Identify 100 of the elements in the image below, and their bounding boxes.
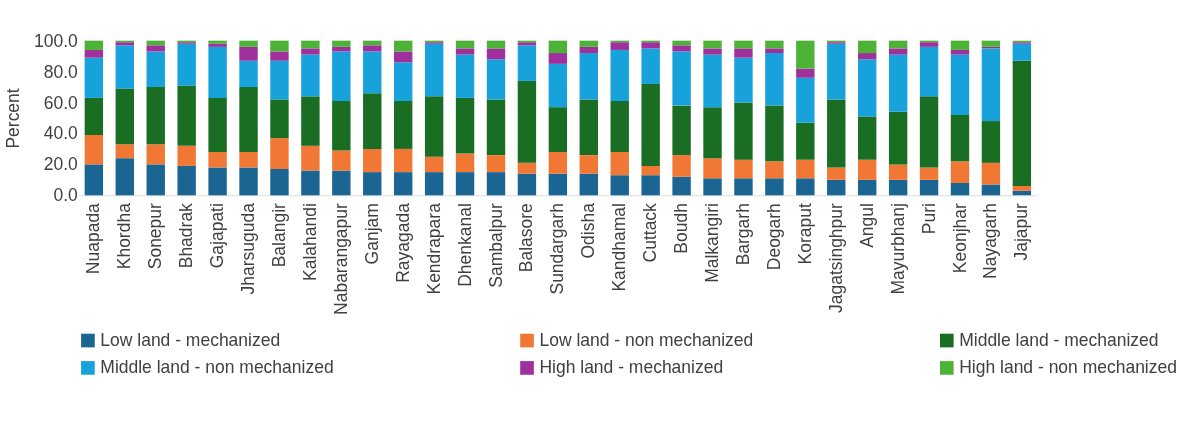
bar bbox=[919, 179, 939, 196]
bar bbox=[84, 97, 104, 135]
x-tick-label: Balasore bbox=[516, 203, 537, 273]
bar bbox=[827, 167, 846, 180]
y-tick-label: 60.0 bbox=[43, 92, 79, 113]
bar bbox=[827, 179, 846, 196]
bar bbox=[703, 40, 722, 49]
bar bbox=[950, 40, 970, 50]
bar bbox=[146, 87, 165, 145]
bar bbox=[857, 116, 877, 160]
x-tick-label: Sambalpur bbox=[485, 202, 506, 288]
bar bbox=[548, 107, 568, 153]
bar bbox=[981, 48, 1001, 122]
bar bbox=[919, 167, 939, 180]
bar bbox=[455, 54, 475, 98]
bar bbox=[363, 51, 382, 94]
bar bbox=[455, 172, 475, 196]
bar bbox=[486, 155, 506, 173]
x-tick-label: Bargarh bbox=[732, 203, 753, 266]
bar bbox=[641, 175, 660, 196]
bar bbox=[672, 51, 691, 106]
bar bbox=[765, 105, 784, 162]
bar bbox=[734, 178, 753, 196]
bar bbox=[332, 100, 351, 151]
bar bbox=[672, 105, 691, 156]
bar bbox=[208, 46, 227, 98]
y-tick-label: 20.0 bbox=[43, 154, 79, 175]
bar bbox=[146, 45, 165, 52]
bar bbox=[919, 96, 939, 168]
bar bbox=[208, 167, 227, 196]
bar bbox=[579, 99, 598, 156]
bar bbox=[857, 40, 877, 54]
bar bbox=[332, 170, 351, 196]
bar bbox=[796, 159, 815, 179]
x-tick-label: Ganjam bbox=[361, 203, 382, 265]
legend-label: High land - non mechanized bbox=[959, 357, 1177, 378]
x-tick-label: Nuapada bbox=[83, 202, 104, 275]
x-tick-label: Kendrapara bbox=[423, 202, 444, 295]
bar bbox=[332, 40, 351, 47]
bar bbox=[332, 51, 351, 101]
bar bbox=[765, 161, 784, 179]
x-tick-label: Malkangiri bbox=[702, 203, 723, 283]
legend-label: High land - mechanized bbox=[539, 357, 724, 378]
bar bbox=[517, 45, 537, 81]
bar bbox=[827, 99, 846, 168]
bar bbox=[146, 51, 165, 88]
y-tick-label: 0.0 bbox=[53, 185, 79, 206]
bar bbox=[579, 173, 598, 196]
bar bbox=[1012, 60, 1032, 187]
bar bbox=[641, 48, 660, 84]
bar bbox=[765, 53, 784, 106]
bar bbox=[950, 49, 970, 55]
x-tick-label: Cuttack bbox=[640, 202, 661, 263]
bar bbox=[703, 158, 722, 179]
bar bbox=[301, 170, 320, 196]
x-tick-label: Jajapur bbox=[1011, 202, 1032, 261]
bar bbox=[486, 172, 506, 196]
bar bbox=[610, 42, 629, 50]
bar bbox=[363, 148, 382, 173]
bar bbox=[424, 43, 444, 97]
bar bbox=[548, 53, 568, 64]
bar bbox=[734, 40, 753, 49]
x-tick-label: Sundargarh bbox=[547, 203, 568, 295]
y-axis-title: Percent bbox=[3, 88, 24, 149]
bar bbox=[115, 45, 134, 89]
bar bbox=[301, 40, 320, 49]
bar bbox=[950, 114, 970, 162]
bar bbox=[517, 162, 537, 174]
bar bbox=[610, 152, 629, 176]
bar bbox=[455, 97, 475, 154]
bar bbox=[84, 164, 104, 196]
bar bbox=[208, 97, 227, 153]
bar bbox=[950, 54, 970, 115]
bar bbox=[1012, 186, 1032, 191]
bar bbox=[84, 135, 104, 165]
x-tick-label: Kandhamal bbox=[609, 203, 630, 292]
bar bbox=[765, 40, 784, 49]
legend-label: Low land - non mechanized bbox=[539, 330, 754, 351]
bar bbox=[486, 48, 506, 60]
x-tick-label: Jagatsinghpur bbox=[825, 202, 846, 313]
bar bbox=[177, 85, 196, 146]
bar bbox=[796, 40, 815, 69]
bar bbox=[146, 164, 165, 196]
x-tick-label: Rayagada bbox=[392, 202, 413, 283]
bar bbox=[1012, 43, 1032, 61]
bar bbox=[734, 159, 753, 179]
bar bbox=[610, 175, 629, 196]
bar bbox=[672, 45, 691, 52]
bar bbox=[177, 145, 196, 166]
bar bbox=[270, 60, 289, 100]
bar bbox=[827, 43, 846, 100]
bar bbox=[332, 150, 351, 171]
bar bbox=[146, 144, 165, 165]
bar bbox=[579, 46, 598, 54]
bar bbox=[610, 49, 629, 101]
x-tick-label: Boudh bbox=[671, 203, 692, 254]
legend-label: Low land - mechanized bbox=[100, 330, 281, 351]
bar bbox=[270, 40, 289, 52]
bar bbox=[208, 152, 227, 168]
bar bbox=[239, 60, 258, 88]
